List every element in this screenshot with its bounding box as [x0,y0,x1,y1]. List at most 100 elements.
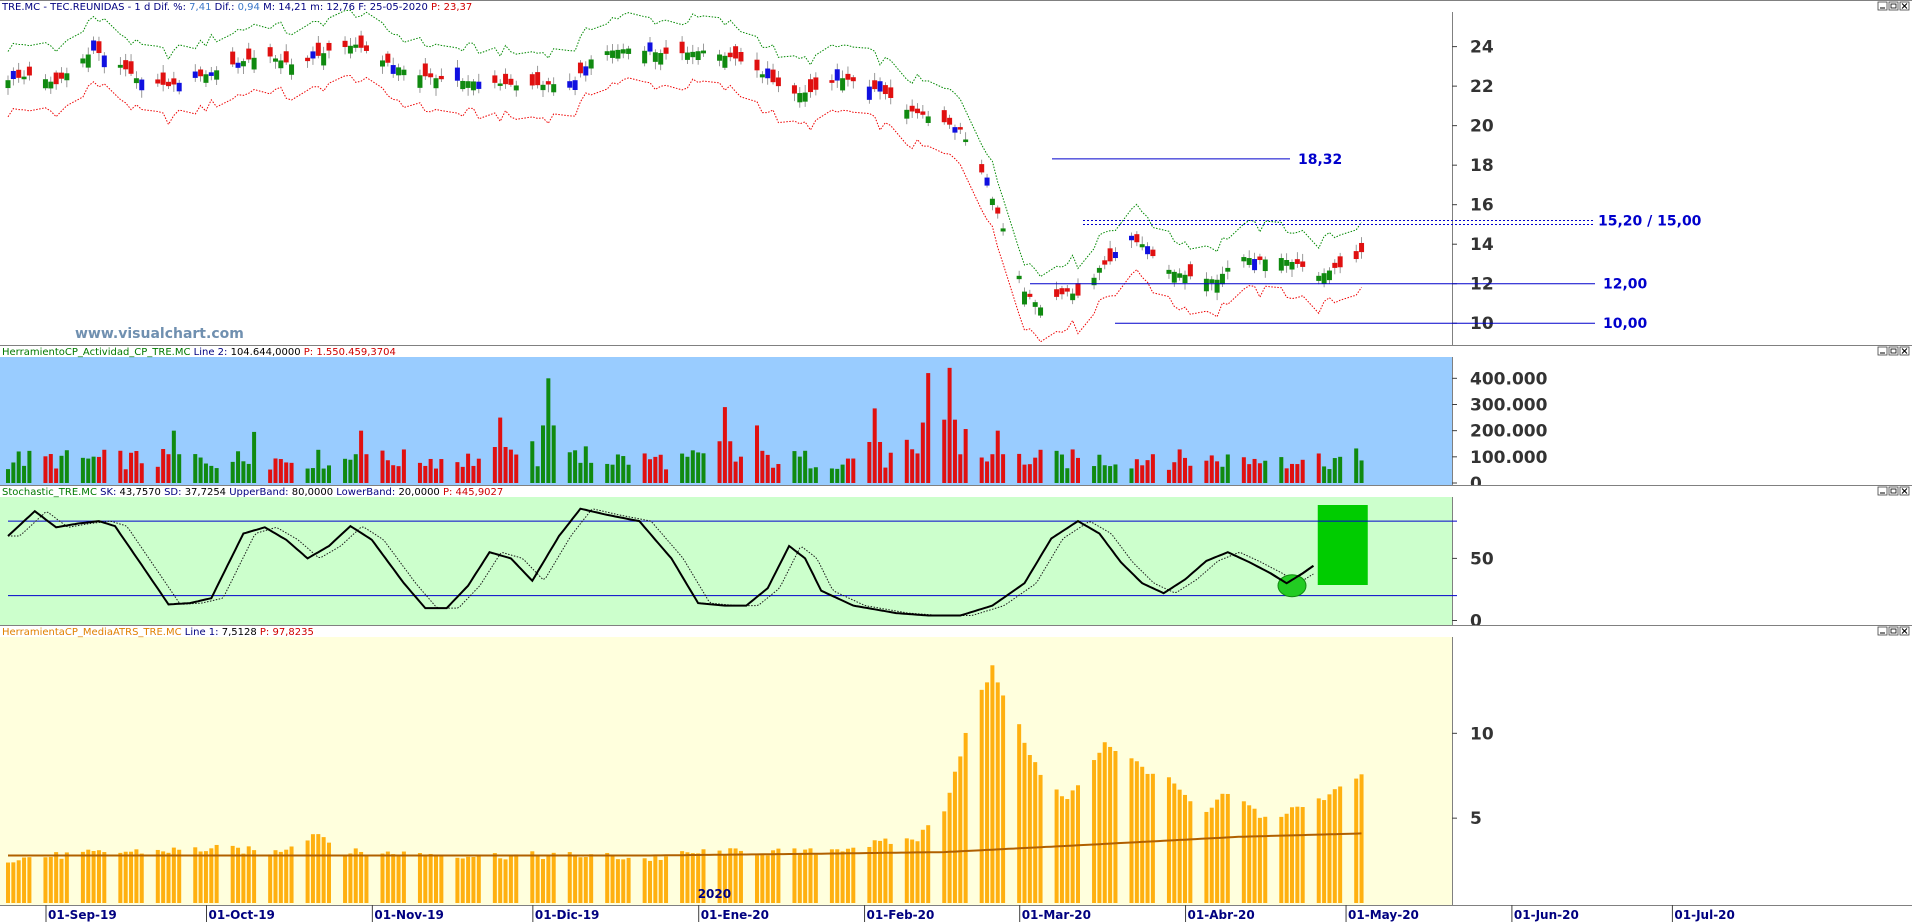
restore-icon[interactable] [1888,486,1899,496]
price-candle [342,36,348,55]
atr-bar [803,849,808,903]
volume-bar [6,469,10,483]
price-candle [1294,252,1300,268]
candle-body [1000,228,1006,232]
volume-bar [1145,460,1150,483]
atr-bar [1284,813,1289,903]
volume-bar [1338,456,1343,483]
volume-bar [546,378,551,483]
icon-frame[interactable] [1888,346,1899,356]
atr-bar [1059,796,1064,903]
atr-bar [273,850,278,903]
icon-frame[interactable] [1888,626,1899,636]
icon-glyph[interactable] [1890,488,1897,494]
icon-frame[interactable] [1888,1,1899,11]
price-candle [117,57,123,75]
minimize-icon[interactable] [1877,346,1888,356]
restore-icon[interactable] [1888,1,1899,11]
volume-bar [878,441,883,483]
icon-glyph[interactable] [1901,3,1908,9]
close-icon[interactable] [1899,626,1910,636]
price-candle [240,58,246,74]
price-candle [866,79,872,104]
icon-glyph[interactable] [1890,348,1897,354]
price-candle [246,42,252,63]
close-icon[interactable] [1899,1,1910,11]
atr-bar [1033,762,1038,903]
volume-bar [792,451,797,483]
restore-icon[interactable] [1888,626,1899,636]
icon-glyph[interactable] [1890,628,1897,634]
close-icon[interactable] [1899,346,1910,356]
header-field: TRE.MC - TEC.REUNIDAS - 1 d [1,2,150,13]
icon-glyph[interactable] [1890,3,1897,9]
icon-frame[interactable] [1877,486,1888,496]
header-field: SD: [161,487,182,498]
volume-bar [102,449,107,483]
atr-bar [198,851,203,903]
price-candle [540,80,546,97]
price-candle [652,49,658,70]
atr-bar [621,859,626,903]
header-field: 104.644,0000 [227,347,300,358]
price-candle [1252,252,1258,274]
volume-bar [1188,465,1193,483]
volume-bar [86,458,91,483]
volume-bar [1129,468,1134,483]
volume-bar [1359,460,1364,483]
minimize-icon[interactable] [1877,486,1888,496]
atr-bar [701,849,706,903]
candle-body [1145,246,1151,255]
candle-body [1203,278,1209,292]
icon-glyph[interactable] [1901,628,1908,634]
price-candle [1246,250,1252,268]
icon-glyph[interactable] [1901,348,1908,354]
icon-frame[interactable] [1877,626,1888,636]
volume-bar [685,456,690,483]
atr-bar [690,853,695,903]
price-candle [428,68,434,85]
candle-body [1171,271,1177,283]
price-candle [834,63,840,88]
minimize-icon[interactable] [1877,1,1888,11]
atr-bar [96,850,101,903]
candle-body [508,78,514,85]
close-icon[interactable] [1899,486,1910,496]
atr-bar [680,851,685,903]
atr-bar [551,852,556,903]
atr-bar [1092,760,1097,903]
panel-title: HerramientoCP_Actividad_CP_TRE.MC Line 2… [2,347,396,358]
icon-glyph[interactable] [1901,488,1908,494]
candle-body [1064,288,1070,292]
icon-frame[interactable] [1877,1,1888,11]
candle-body [48,81,54,89]
candle-body [845,73,851,80]
y-tick-label: 5 [1470,809,1482,829]
candle-body [10,70,16,80]
candle-body [759,74,765,78]
icon-frame[interactable] [1888,486,1899,496]
minimize-icon[interactable] [1877,626,1888,636]
restore-icon[interactable] [1888,346,1899,356]
atr-bar [760,854,765,903]
price-candle [925,110,931,127]
candle-body [470,81,476,91]
header-field: 23,37 [440,2,472,13]
candle-body [775,77,781,87]
atr-bar [439,854,444,903]
lower-band-line [7,74,1362,343]
price-candle [957,122,963,135]
y-tick-label: 100.000 [1470,448,1548,468]
candle-body [278,60,284,69]
price-candle [567,73,573,91]
candle-body [1252,259,1258,271]
volume-bar [840,464,845,483]
candle-body [160,72,166,85]
atr-bar [193,847,198,903]
price-candle [390,57,396,78]
candle-body [396,67,402,76]
icon-frame[interactable] [1877,346,1888,356]
volume-bar [701,453,706,483]
volume-bar [401,449,406,483]
atr-bar [59,858,64,903]
